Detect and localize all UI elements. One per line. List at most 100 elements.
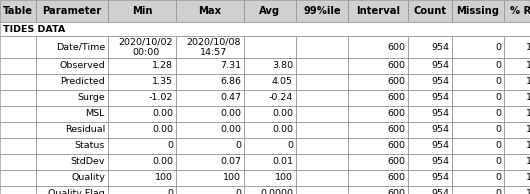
Bar	[296, 154, 348, 170]
Text: Observed: Observed	[59, 61, 105, 70]
Bar	[408, 154, 452, 170]
Bar	[348, 58, 408, 74]
Bar	[296, 122, 348, 138]
Bar	[504, 186, 530, 194]
Text: 0: 0	[495, 77, 501, 87]
Text: 600: 600	[387, 77, 405, 87]
Bar	[36, 90, 108, 106]
Bar	[452, 170, 504, 186]
Bar	[0, 74, 36, 90]
Bar	[176, 0, 244, 22]
Text: 0: 0	[287, 141, 293, 151]
Bar	[452, 36, 504, 58]
Bar	[244, 106, 296, 122]
Text: 600: 600	[387, 61, 405, 70]
Bar	[244, 90, 296, 106]
Bar	[408, 170, 452, 186]
Bar	[36, 0, 108, 22]
Bar	[36, 170, 108, 186]
Bar	[0, 0, 36, 22]
Text: 0: 0	[495, 173, 501, 183]
Bar	[36, 154, 108, 170]
Bar	[296, 58, 348, 74]
Bar	[176, 122, 244, 138]
Bar	[0, 122, 36, 138]
Bar	[504, 138, 530, 154]
Text: 954: 954	[431, 94, 449, 102]
Bar	[348, 90, 408, 106]
Text: 600: 600	[387, 190, 405, 194]
Bar	[0, 22, 530, 36]
Bar	[0, 186, 36, 194]
Bar	[408, 122, 452, 138]
Bar	[348, 122, 408, 138]
Bar	[244, 138, 296, 154]
Bar	[408, 90, 452, 106]
Bar	[176, 122, 244, 138]
Bar	[108, 106, 176, 122]
Bar	[36, 186, 108, 194]
Bar	[176, 138, 244, 154]
Bar	[244, 122, 296, 138]
Bar	[408, 154, 452, 170]
Bar	[36, 154, 108, 170]
Bar	[296, 90, 348, 106]
Bar	[348, 58, 408, 74]
Bar	[504, 74, 530, 90]
Bar	[0, 90, 36, 106]
Bar	[244, 0, 296, 22]
Text: 0.00: 0.00	[272, 109, 293, 119]
Bar	[452, 36, 504, 58]
Bar	[504, 122, 530, 138]
Bar	[504, 58, 530, 74]
Bar	[108, 170, 176, 186]
Bar	[0, 154, 36, 170]
Bar	[348, 138, 408, 154]
Bar	[452, 154, 504, 170]
Bar	[108, 74, 176, 90]
Bar	[296, 0, 348, 22]
Text: 954: 954	[431, 190, 449, 194]
Text: 4.05: 4.05	[272, 77, 293, 87]
Text: 3.80: 3.80	[272, 61, 293, 70]
Bar	[0, 170, 36, 186]
Bar	[36, 138, 108, 154]
Text: % Rcvd: % Rcvd	[509, 6, 530, 16]
Text: 100: 100	[223, 173, 241, 183]
Bar	[408, 90, 452, 106]
Text: 954: 954	[431, 173, 449, 183]
Bar	[408, 36, 452, 58]
Text: Surge: Surge	[77, 94, 105, 102]
Text: 100%: 100%	[526, 158, 530, 166]
Bar	[452, 0, 504, 22]
Bar	[176, 186, 244, 194]
Text: 954: 954	[431, 158, 449, 166]
Bar	[296, 74, 348, 90]
Bar	[0, 90, 36, 106]
Bar	[348, 154, 408, 170]
Bar	[452, 138, 504, 154]
Bar	[504, 154, 530, 170]
Bar	[452, 186, 504, 194]
Bar	[244, 74, 296, 90]
Text: 600: 600	[387, 94, 405, 102]
Bar	[504, 90, 530, 106]
Text: TIDES DATA: TIDES DATA	[3, 24, 65, 34]
Bar	[0, 138, 36, 154]
Bar	[504, 186, 530, 194]
Bar	[176, 58, 244, 74]
Bar	[176, 36, 244, 58]
Bar	[296, 138, 348, 154]
Bar	[36, 36, 108, 58]
Text: 100%: 100%	[526, 61, 530, 70]
Bar	[296, 186, 348, 194]
Bar	[244, 0, 296, 22]
Bar	[0, 36, 36, 58]
Bar	[504, 36, 530, 58]
Text: Date/Time: Date/Time	[56, 42, 105, 51]
Bar	[348, 170, 408, 186]
Bar	[504, 74, 530, 90]
Text: 100: 100	[275, 173, 293, 183]
Bar	[348, 74, 408, 90]
Text: 0.07: 0.07	[220, 158, 241, 166]
